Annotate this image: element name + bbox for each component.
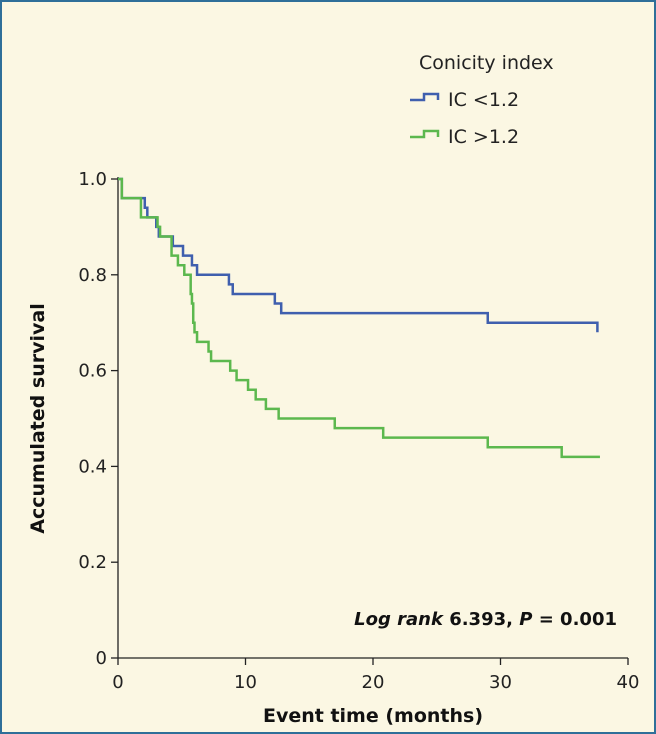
log-rank-annotation: Log rank 6.393, P = 0.001 <box>354 609 617 630</box>
legend-label-ic-lt-1-2: IC <1.2 <box>448 89 519 111</box>
x-tick-label: 40 <box>617 672 640 693</box>
y-tick-label: 0.6 <box>78 361 107 382</box>
legend-label-ic-gt-1-2: IC >1.2 <box>448 126 519 148</box>
y-tick-label: 0.8 <box>78 265 107 286</box>
survival-curves <box>118 177 600 459</box>
legend: Conicity index IC <1.2 IC >1.2 <box>410 52 554 148</box>
y-tick-label: 1.0 <box>78 169 107 190</box>
ticks: 0 10 20 30 40 0 0.2 0.4 0.6 0.8 1.0 <box>78 169 639 693</box>
x-tick-label: 0 <box>112 672 123 693</box>
legend-swatch-ic-lt-1-2 <box>410 92 440 102</box>
p-value: = 0.001 <box>532 609 617 630</box>
p-symbol: P <box>519 609 532 630</box>
survival-curve-ic-gt-1-2 <box>118 177 600 459</box>
y-tick-label: 0.4 <box>78 456 107 477</box>
x-tick-label: 30 <box>489 672 512 693</box>
y-axis-title: Accumulated survival <box>27 303 49 533</box>
legend-swatch-ic-gt-1-2 <box>410 129 440 139</box>
axes <box>117 177 628 659</box>
y-tick-label: 0.2 <box>78 552 107 573</box>
y-tick-label: 0 <box>96 648 107 669</box>
x-tick-label: 10 <box>234 672 257 693</box>
x-axis-title: Event time (months) <box>263 705 483 727</box>
x-tick-label: 20 <box>362 672 385 693</box>
log-rank-prefix: Log rank <box>354 609 444 630</box>
legend-title: Conicity index <box>419 52 554 74</box>
survival-curve-ic-lt-1-2 <box>118 177 599 333</box>
log-rank-stat: 6.393, <box>443 609 519 630</box>
